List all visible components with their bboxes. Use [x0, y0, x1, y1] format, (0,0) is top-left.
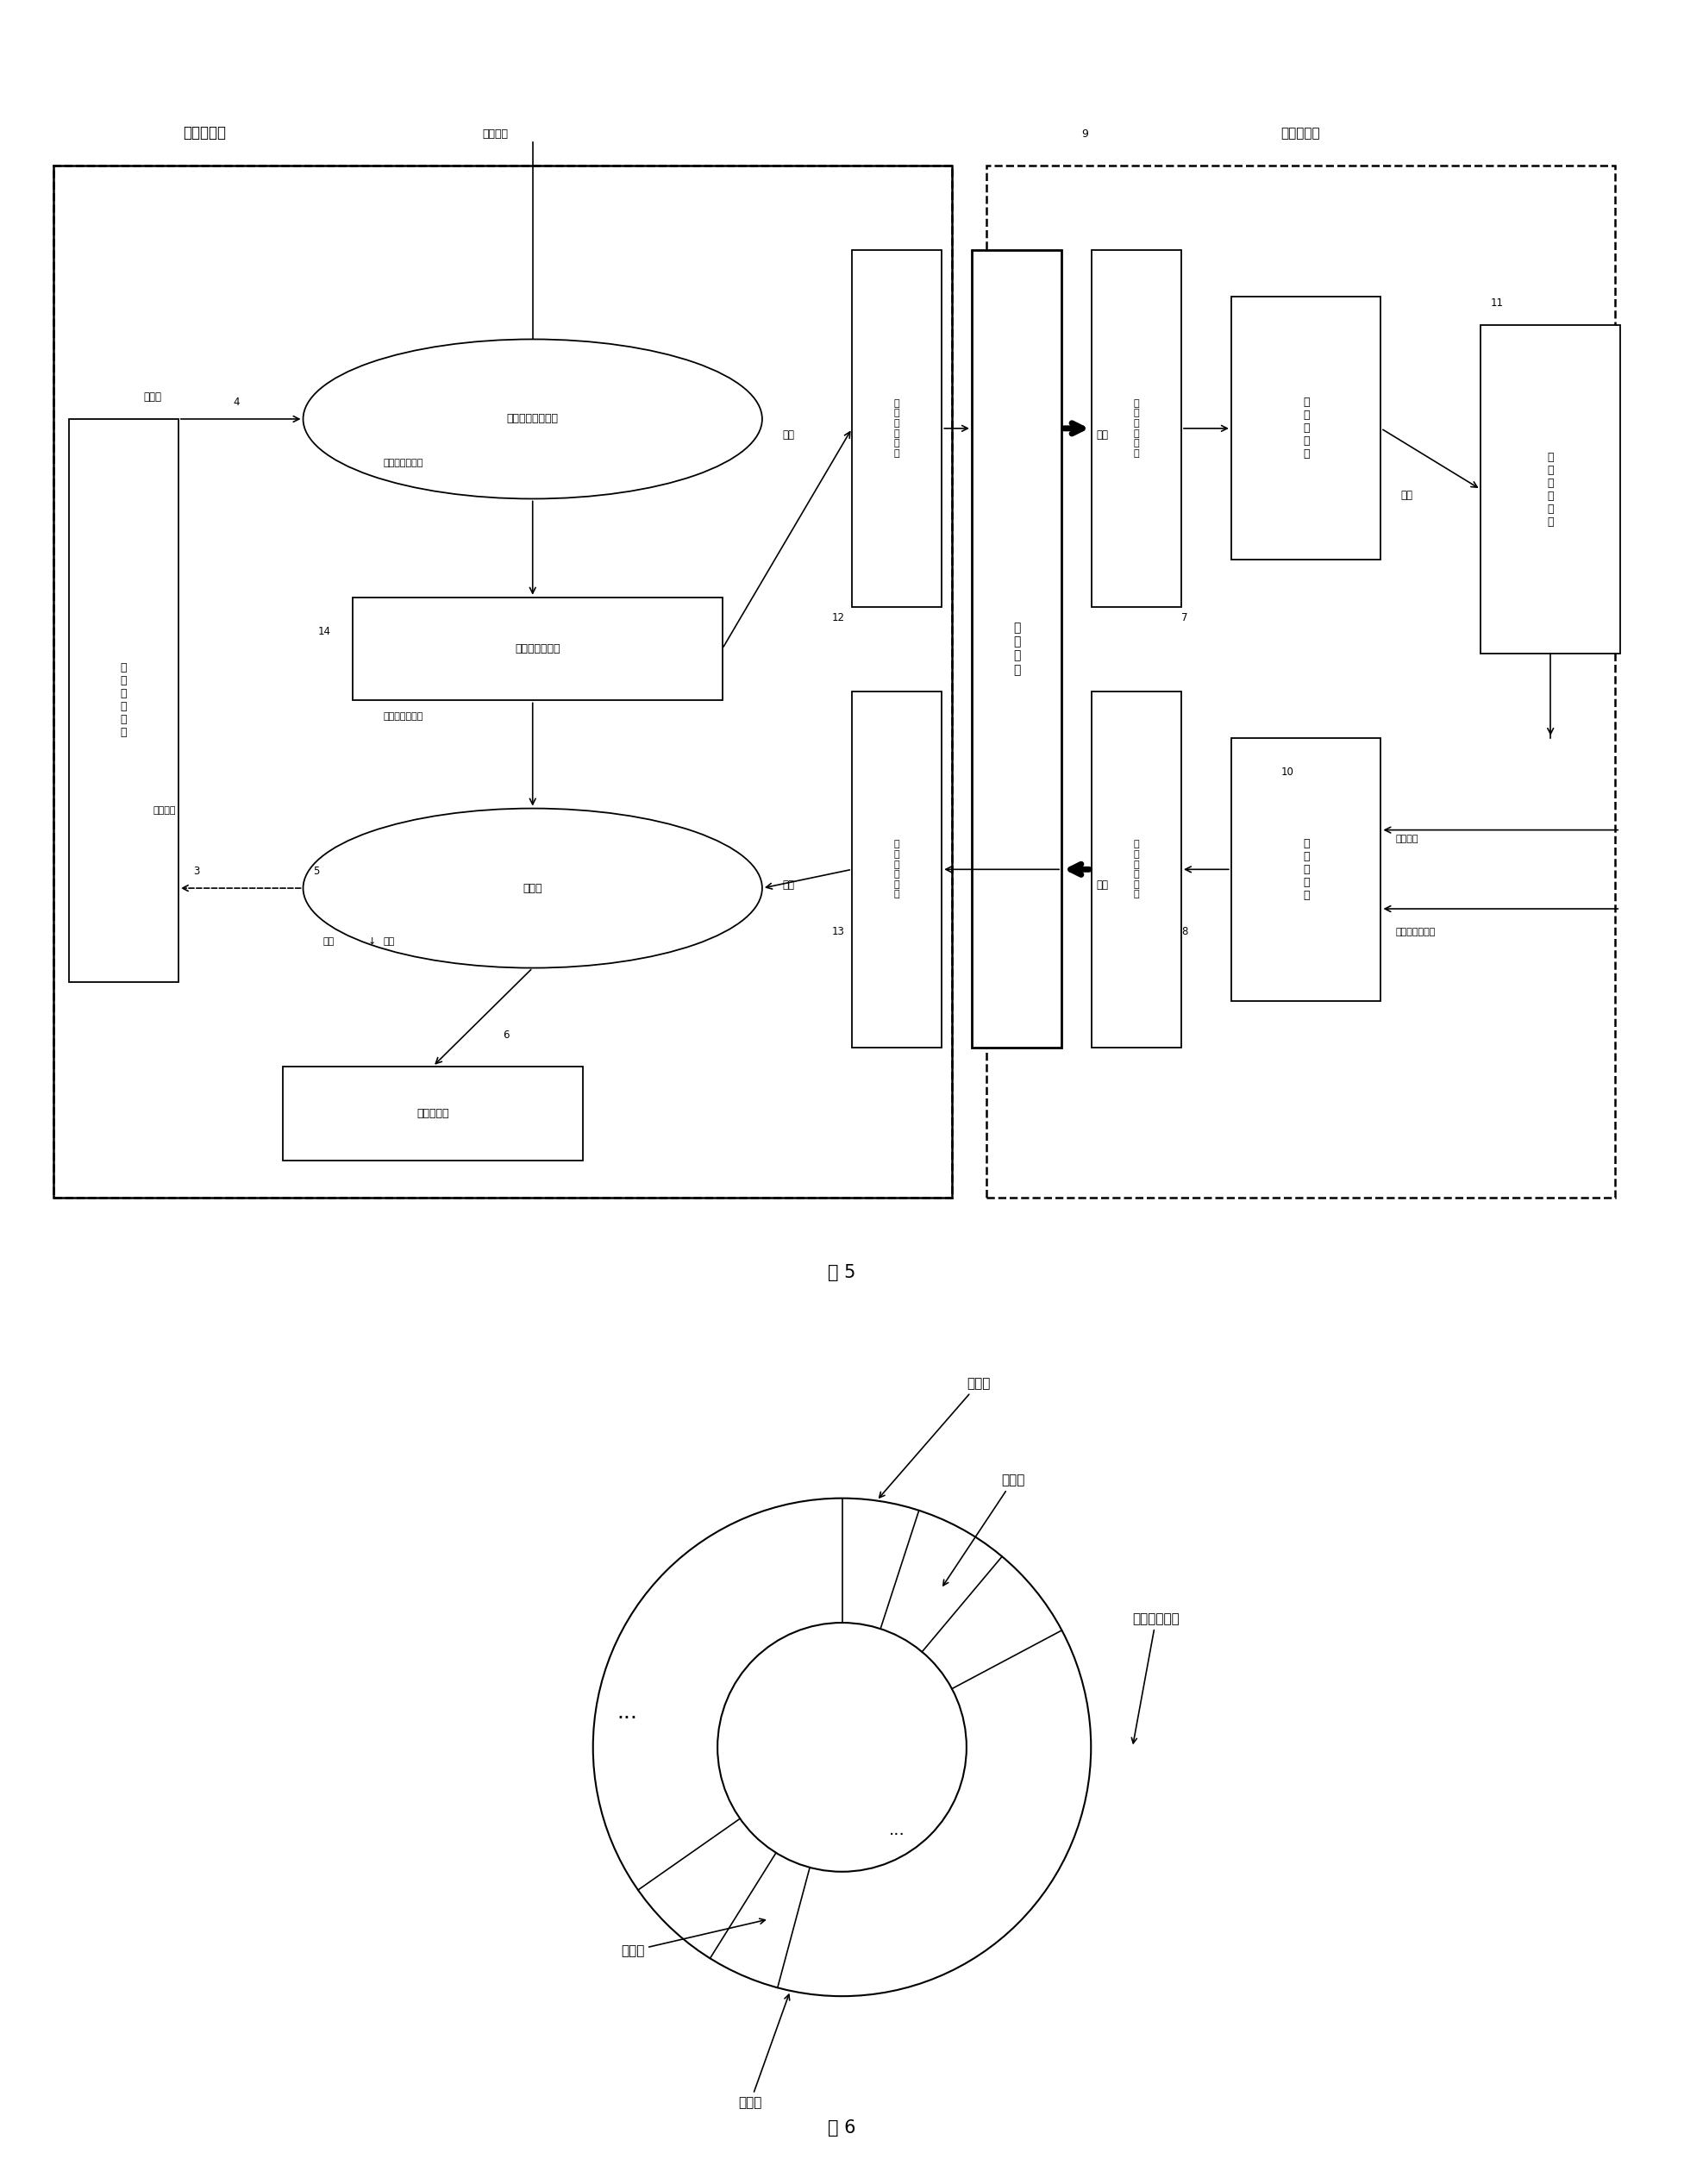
Text: 7: 7 — [1180, 612, 1187, 622]
Text: 尾指针: 尾指针 — [738, 1994, 790, 2110]
Text: ...: ... — [618, 1701, 638, 1723]
Text: 11: 11 — [1490, 297, 1504, 308]
Text: 14: 14 — [318, 627, 332, 638]
Bar — [852, 251, 941, 607]
Text: 指令客户机打包器: 指令客户机打包器 — [507, 413, 559, 424]
Text: 接
收
打
包
器: 接 收 打 包 器 — [1303, 839, 1308, 900]
Text: 4: 4 — [234, 395, 239, 408]
Text: 本机信息: 本机信息 — [483, 129, 509, 140]
Text: 入队出队方向: 入队出队方向 — [1132, 1612, 1180, 1743]
Text: 10: 10 — [1282, 767, 1293, 778]
Bar — [69, 419, 179, 983]
Bar — [1091, 251, 1180, 607]
Text: 客户机分配装置: 客户机分配装置 — [515, 644, 561, 655]
Text: 程
序
存
放
装
置: 程 序 存 放 装 置 — [120, 662, 126, 738]
Text: 客户机部分: 客户机部分 — [1282, 127, 1320, 140]
Ellipse shape — [303, 808, 763, 968]
Text: 传递: 传递 — [781, 428, 795, 441]
Bar — [54, 166, 951, 1197]
Text: 本机信息: 本机信息 — [1396, 834, 1418, 843]
Bar — [987, 166, 1615, 1197]
Text: 解包器: 解包器 — [524, 882, 542, 893]
Text: 结果或中间状态: 结果或中间状态 — [1396, 928, 1436, 937]
Text: 数
据
包
发
送
器: 数 据 包 发 送 器 — [894, 400, 899, 459]
Text: 接
收
解
包
器: 接 收 解 包 器 — [1303, 397, 1308, 461]
Bar — [1480, 325, 1620, 653]
Text: 传递: 传递 — [781, 880, 795, 891]
Text: 传递: 传递 — [1096, 880, 1108, 891]
Text: 变量: 变量 — [382, 937, 394, 946]
Text: 头指针: 头指针 — [879, 1378, 990, 1498]
Text: 队列尾: 队列尾 — [621, 1918, 765, 1957]
Text: 6: 6 — [504, 1029, 509, 1042]
Text: 客户机信息入队: 客户机信息入队 — [382, 712, 423, 721]
Bar — [54, 166, 951, 1197]
Text: 12: 12 — [832, 612, 845, 622]
Text: 修改指令: 修改指令 — [153, 806, 177, 815]
Text: 图 5: 图 5 — [829, 1265, 855, 1282]
Bar — [354, 596, 722, 701]
Text: 数
据
包
接
收
器: 数 据 包 接 收 器 — [894, 841, 899, 898]
Circle shape — [593, 1498, 1091, 1996]
Text: 5: 5 — [313, 865, 320, 876]
Text: 修改: 修改 — [323, 937, 335, 946]
Bar — [852, 690, 941, 1048]
Text: ...: ... — [889, 1821, 906, 1839]
Text: 客户机信息出队: 客户机信息出队 — [382, 459, 423, 467]
Text: 数据变量组: 数据变量组 — [416, 1107, 450, 1118]
Text: 数
据
包
接
收
器: 数 据 包 接 收 器 — [1133, 400, 1140, 459]
Text: 队列头: 队列头 — [943, 1474, 1024, 1586]
Bar — [283, 1066, 583, 1160]
Text: 指
令
执
行
单
元: 指 令 执 行 单 元 — [1548, 452, 1554, 526]
Bar — [1091, 690, 1180, 1048]
Text: 13: 13 — [832, 926, 845, 937]
Text: 数
据
包
发
送
器: 数 据 包 发 送 器 — [1133, 841, 1140, 898]
Bar — [972, 251, 1061, 1048]
Text: 9: 9 — [1081, 129, 1088, 140]
Ellipse shape — [303, 339, 763, 498]
Text: 主控机部分: 主控机部分 — [184, 124, 226, 142]
Text: 取指令: 取指令 — [143, 391, 162, 402]
Text: 3: 3 — [194, 865, 200, 876]
Bar — [1231, 738, 1381, 1000]
Text: 8: 8 — [1180, 926, 1187, 937]
Text: 图 6: 图 6 — [829, 2118, 855, 2136]
Text: 指令: 指令 — [1401, 489, 1413, 502]
Text: ↓: ↓ — [369, 937, 376, 946]
Text: 网
络
通
信: 网 络 通 信 — [1014, 622, 1021, 675]
Circle shape — [717, 1623, 967, 1872]
Text: 传递: 传递 — [1096, 428, 1108, 441]
Bar — [1231, 297, 1381, 559]
